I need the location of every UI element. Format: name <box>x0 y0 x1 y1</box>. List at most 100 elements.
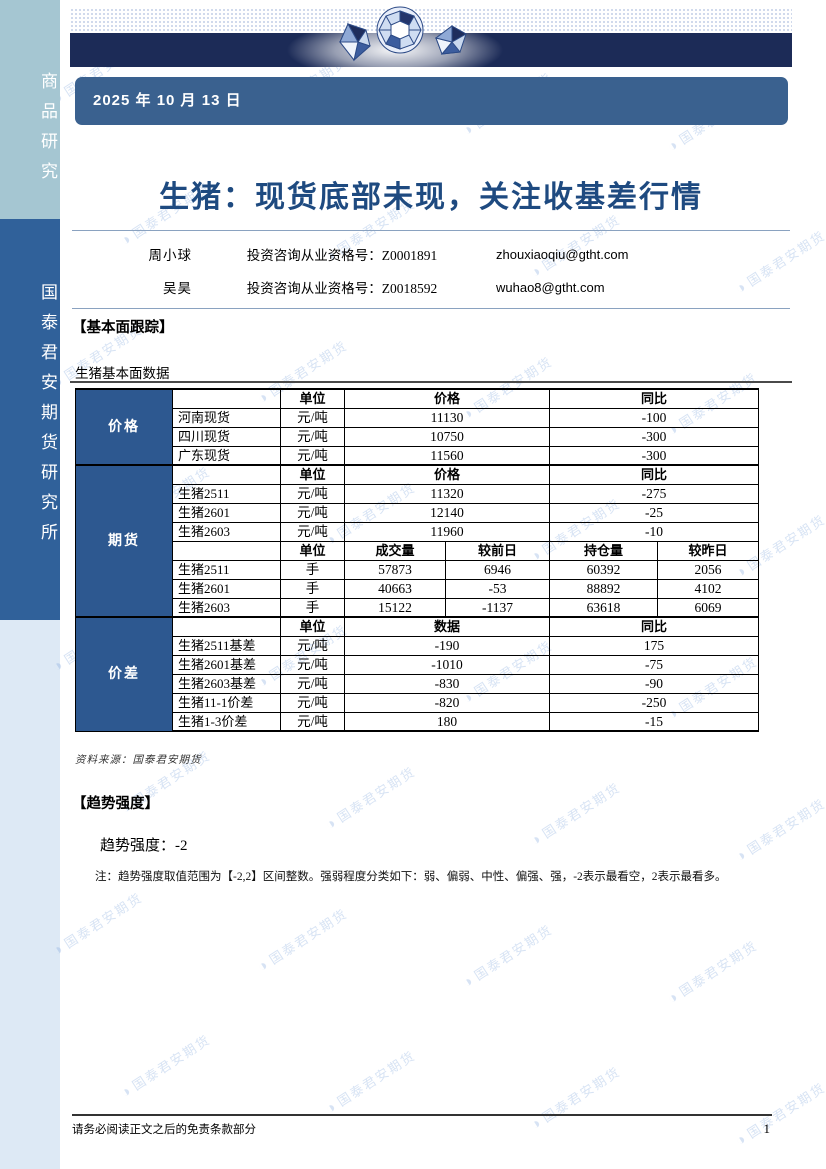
table-row: 河南现货 元/吨 11130 -100 <box>76 407 760 428</box>
col-header-unit: 单位 <box>280 388 345 409</box>
table-cell: 6946 <box>444 559 551 580</box>
author-email: wuhao8@gtht.com <box>496 279 605 295</box>
col-header-yoy: 同比 <box>549 464 760 485</box>
table-cell: -300 <box>549 426 760 447</box>
header-dotted-band <box>70 8 792 33</box>
author-certificate: 投资咨询从业资格号：Z0001891 <box>246 248 438 263</box>
category-cell-spread: 价差 <box>75 616 173 732</box>
footer-rule <box>72 1114 772 1116</box>
table-cell: 元/吨 <box>280 673 345 694</box>
table-caption: 生猪基本面数据 <box>75 366 170 381</box>
table-cell: -25 <box>549 502 760 523</box>
table-cell: -275 <box>549 483 760 504</box>
table-row: 生猪2603 元/吨 11960 -10 <box>76 521 760 542</box>
table-row: 生猪2511基差 元/吨 -190 175 <box>76 635 760 656</box>
trend-strength-value: 趋势强度：-2 <box>100 838 188 854</box>
table-row: 生猪2601基差 元/吨 -1010 -75 <box>76 654 760 675</box>
table-cell: 15122 <box>344 597 446 618</box>
table-cell: 生猪2603基差 <box>172 673 281 694</box>
sidebar-middle-band <box>0 219 60 620</box>
category-cell-price: 价格 <box>75 388 173 466</box>
table-cell: 11130 <box>343 407 551 428</box>
table-cell: 手 <box>280 578 345 599</box>
report-title: 生猪：现货底部未现，关注收基差行情 <box>159 181 703 214</box>
table-cell: 四川现货 <box>172 426 281 447</box>
table-cell: 175 <box>549 635 760 656</box>
table-row: 生猪2603 手 15122 -1137 63618 6069 <box>76 597 760 618</box>
col-header-open-interest: 持仓量 <box>549 540 659 561</box>
col-header-price: 价格 <box>343 464 551 485</box>
col-header-unit: 单位 <box>280 616 345 637</box>
table-cell: 6069 <box>657 597 760 618</box>
table-cell: 元/吨 <box>280 521 345 542</box>
trend-strength-note: 注：趋势强度取值范围为【-2,2】区间整数。强弱程度分类如下：弱、偏弱、中性、偏… <box>95 871 727 883</box>
table-cell: 元/吨 <box>280 711 345 732</box>
table-cell: 生猪2603 <box>172 597 281 618</box>
table-cell: 12140 <box>343 502 551 523</box>
table-row: 广东现货 元/吨 11560 -300 <box>76 445 760 466</box>
author-certificate: 投资咨询从业资格号：Z0018592 <box>246 281 438 296</box>
table-cell: -10 <box>549 521 760 542</box>
table-cell: 元/吨 <box>280 654 345 675</box>
data-source-note: 资料来源：国泰君安期货 <box>75 755 202 766</box>
author-email: zhouxiaoqiu@gtht.com <box>496 246 629 262</box>
table-cell: 生猪11-1价差 <box>172 692 281 713</box>
col-header-volume: 成交量 <box>344 540 446 561</box>
table-cell: 元/吨 <box>280 502 345 523</box>
table-cell: 生猪2603 <box>172 521 281 542</box>
report-page: 2025 年 10 月 13 日 生猪：现货底部未现，关注收基差行情 周小球 投… <box>70 0 792 1169</box>
table-row: 生猪2511 元/吨 11320 -275 <box>76 483 760 504</box>
table-cell-empty <box>172 616 281 637</box>
sidebar-bottom-band <box>0 620 60 1169</box>
table-row: 生猪2601 元/吨 12140 -25 <box>76 502 760 523</box>
table-row: 价格 单位 价格 同比 <box>75 388 760 466</box>
table-cell: 生猪2511 <box>172 483 281 504</box>
table-cell: 40663 <box>344 578 446 599</box>
divider-below-authors <box>72 308 790 309</box>
table-cell: 元/吨 <box>280 426 345 447</box>
table-cell: -15 <box>549 711 760 732</box>
table-row: 生猪2603基差 元/吨 -830 -90 <box>76 673 760 694</box>
table-caption-rule <box>70 381 792 383</box>
table-cell: -90 <box>549 673 760 694</box>
table-row: 生猪2601 手 40663 -53 88892 4102 <box>76 578 760 599</box>
author-name: 周小球 <box>148 248 192 263</box>
diamonds-logo <box>338 6 468 62</box>
table-cell: -190 <box>343 635 551 656</box>
table-cell: 88892 <box>549 578 659 599</box>
table-cell: -53 <box>444 578 551 599</box>
sidebar-label-commodity-research: 商品研究 <box>38 72 57 192</box>
table-cell: 生猪2511基差 <box>172 635 281 656</box>
table-cell: -830 <box>343 673 551 694</box>
col-header-unit: 单位 <box>280 464 345 485</box>
table-cell: -250 <box>549 692 760 713</box>
table-cell: -75 <box>549 654 760 675</box>
table-cell: 2056 <box>657 559 760 580</box>
table-cell: 手 <box>280 559 345 580</box>
table-cell-empty <box>172 388 281 409</box>
category-cell-futures: 期货 <box>75 464 173 618</box>
divider-above-authors <box>72 230 790 231</box>
table-cell: 生猪2511 <box>172 559 281 580</box>
table-cell: 11560 <box>343 445 551 466</box>
col-header-yoy: 同比 <box>549 388 760 409</box>
table-cell: 生猪1-3价差 <box>172 711 281 732</box>
table-cell: 元/吨 <box>280 445 345 466</box>
table-row: 生猪11-1价差 元/吨 -820 -250 <box>76 692 760 713</box>
col-header-yoy: 同比 <box>549 616 760 637</box>
table-cell: -820 <box>343 692 551 713</box>
sidebar-label-institute: 国泰君安期货研究所 <box>38 283 57 553</box>
table-cell: 生猪2601基差 <box>172 654 281 675</box>
table-cell: 60392 <box>549 559 659 580</box>
footer: 请务必阅读正文之后的免责条款部分 1 <box>72 1121 772 1137</box>
table-cell: 手 <box>280 597 345 618</box>
table-cell: -300 <box>549 445 760 466</box>
header-navy-bar <box>70 33 792 67</box>
table-cell: 生猪2601 <box>172 578 281 599</box>
table-cell: 180 <box>343 711 551 732</box>
table-row: 四川现货 元/吨 10750 -300 <box>76 426 760 447</box>
table-cell-empty <box>172 540 281 561</box>
table-row: 生猪1-3价差 元/吨 180 -15 <box>76 711 760 732</box>
section-heading-fundamentals: 【基本面跟踪】 <box>72 320 174 336</box>
table-cell: 生猪2601 <box>172 502 281 523</box>
